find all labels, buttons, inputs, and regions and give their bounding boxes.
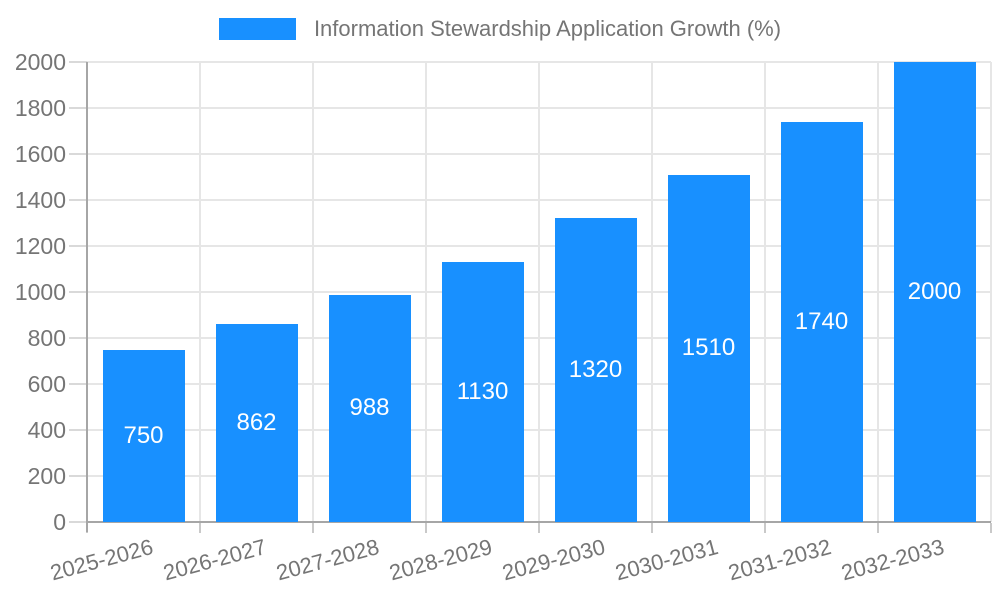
- bar-2029-2030[interactable]: 1320: [554, 218, 637, 522]
- bar-value-label: 862: [236, 408, 277, 436]
- x-axis-tick: [877, 523, 879, 533]
- bar-value-label: 1130: [456, 378, 509, 406]
- bar-value-label: 1510: [681, 334, 736, 362]
- y-axis-tick: [69, 107, 87, 109]
- x-axis-tick-label: 2025-2026: [47, 534, 156, 586]
- x-axis-tick: [651, 523, 653, 533]
- y-axis-tick-label: 1600: [14, 141, 66, 167]
- x-axis-tick: [425, 523, 427, 533]
- x-axis-tick-label: 2030-2031: [612, 534, 721, 586]
- y-axis-tick-label: 2000: [14, 49, 66, 75]
- legend-label: Information Stewardship Application Grow…: [313, 16, 782, 41]
- legend-color-swatch: [218, 18, 296, 40]
- y-axis-tick: [69, 475, 87, 477]
- x-axis-tick-label: 2031-2032: [725, 534, 834, 586]
- y-axis-tick: [69, 61, 87, 63]
- x-axis-tick: [199, 523, 201, 533]
- bar-2030-2031[interactable]: 1510: [667, 174, 750, 522]
- bar-value-label: 1740: [794, 307, 849, 335]
- x-axis-tick: [312, 523, 314, 533]
- x-axis-tick: [764, 523, 766, 533]
- x-axis-tick-label: 2026-2027: [160, 534, 269, 586]
- legend-item[interactable]: Information Stewardship Application Grow…: [0, 16, 1000, 42]
- y-axis-tick: [69, 199, 87, 201]
- x-axis-tick-label: 2027-2028: [273, 534, 382, 586]
- y-axis-tick: [69, 291, 87, 293]
- x-axis-tick-label: 2029-2030: [499, 534, 608, 586]
- x-axis-tick-label: 2028-2029: [386, 534, 495, 586]
- y-axis-tick-label: 200: [27, 463, 66, 489]
- bar-value-label: 2000: [907, 278, 962, 305]
- y-axis-tick: [69, 521, 87, 523]
- gridline-vertical: [651, 62, 653, 522]
- gridline-vertical: [877, 62, 879, 522]
- gridline-vertical: [312, 62, 314, 522]
- y-axis-tick: [69, 245, 87, 247]
- x-axis-line: [87, 521, 991, 523]
- y-axis-tick-label: 800: [27, 325, 66, 351]
- bar-2027-2028[interactable]: 988: [328, 294, 411, 522]
- bar-value-label: 988: [349, 394, 390, 422]
- y-axis-tick: [69, 153, 87, 155]
- y-axis-tick-label: 1000: [14, 279, 66, 305]
- bar-2032-2033[interactable]: 2000: [893, 62, 976, 522]
- x-axis-tick: [990, 523, 992, 533]
- bar-2025-2026[interactable]: 750: [102, 349, 185, 522]
- x-axis-tick: [538, 523, 540, 533]
- bar-value-label: 1320: [568, 356, 623, 384]
- gridline-vertical: [425, 62, 427, 522]
- y-axis-tick: [69, 383, 87, 385]
- y-axis-tick-label: 1400: [14, 187, 66, 213]
- gridline-vertical: [764, 62, 766, 522]
- bar-2028-2029[interactable]: 1130: [441, 262, 524, 522]
- y-axis-tick: [69, 429, 87, 431]
- gridline-vertical: [538, 62, 540, 522]
- x-axis-tick-label: 2032-2033: [838, 534, 947, 586]
- y-axis-tick: [69, 337, 87, 339]
- y-axis-tick-label: 400: [27, 417, 66, 443]
- gridline-vertical: [990, 62, 992, 522]
- gridline-vertical: [199, 62, 201, 522]
- y-axis-tick-label: 600: [27, 371, 66, 397]
- y-axis-tick-label: 1200: [14, 233, 66, 259]
- y-axis-tick-label: 0: [53, 509, 66, 535]
- y-axis-line: [86, 62, 88, 532]
- bar-2031-2032[interactable]: 1740: [780, 121, 863, 522]
- bar-value-label: 750: [123, 421, 164, 449]
- bar-2026-2027[interactable]: 862: [215, 323, 298, 522]
- y-axis-tick-label: 1800: [14, 95, 66, 121]
